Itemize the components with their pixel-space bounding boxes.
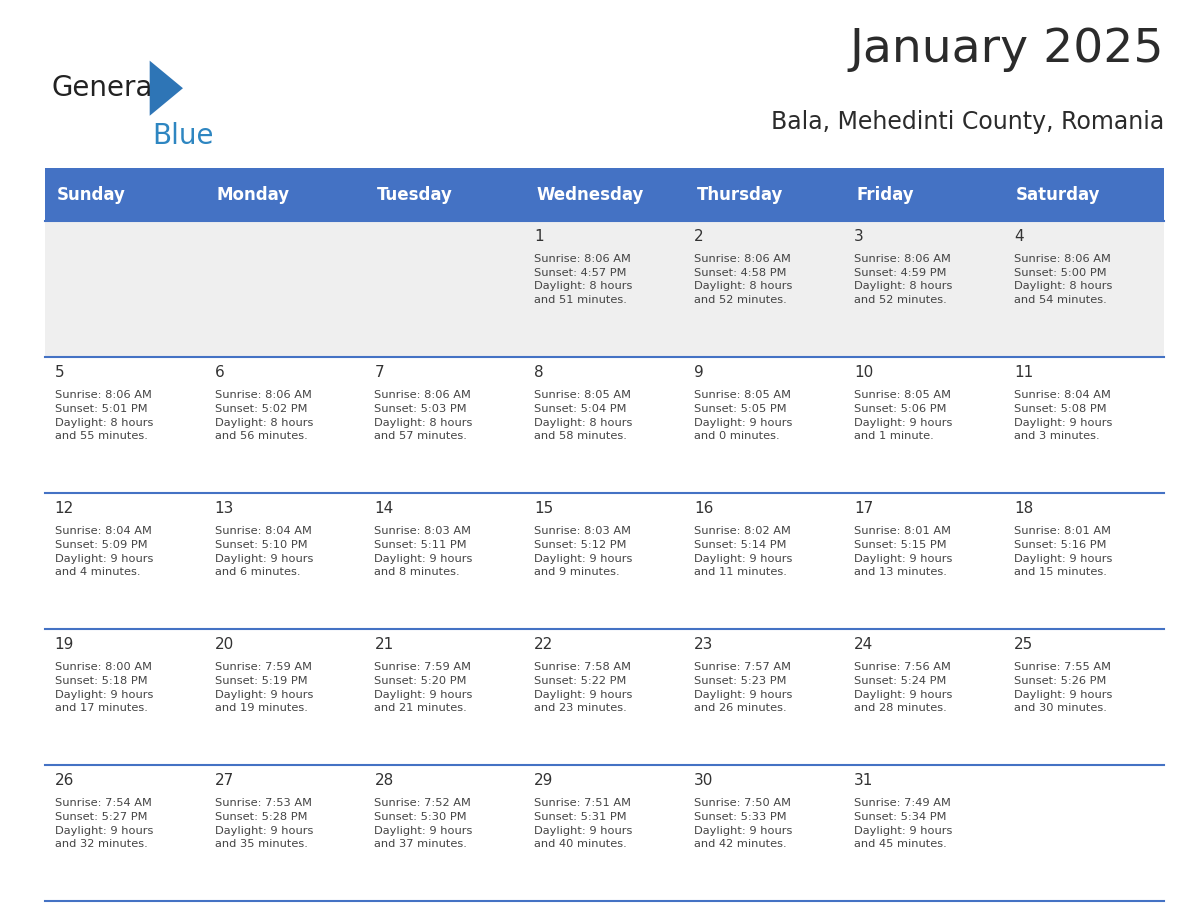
Bar <box>45 766 1164 901</box>
Bar <box>45 493 1164 630</box>
Text: Blue: Blue <box>152 122 214 150</box>
Text: Sunrise: 8:06 AM
Sunset: 5:00 PM
Daylight: 8 hours
and 54 minutes.: Sunrise: 8:06 AM Sunset: 5:00 PM Dayligh… <box>1013 254 1112 305</box>
Text: 14: 14 <box>374 500 393 516</box>
Text: Sunrise: 8:06 AM
Sunset: 5:03 PM
Daylight: 8 hours
and 57 minutes.: Sunrise: 8:06 AM Sunset: 5:03 PM Dayligh… <box>374 390 473 442</box>
Text: 20: 20 <box>215 637 234 652</box>
Text: 6: 6 <box>215 364 225 380</box>
Text: 1: 1 <box>535 229 544 243</box>
Text: 13: 13 <box>215 500 234 516</box>
Text: 21: 21 <box>374 637 393 652</box>
Text: 3: 3 <box>854 229 864 243</box>
Polygon shape <box>150 61 183 116</box>
Text: Bala, Mehedinti County, Romania: Bala, Mehedinti County, Romania <box>771 109 1164 134</box>
Text: 15: 15 <box>535 500 554 516</box>
Text: Sunrise: 8:05 AM
Sunset: 5:05 PM
Daylight: 9 hours
and 0 minutes.: Sunrise: 8:05 AM Sunset: 5:05 PM Dayligh… <box>694 390 792 442</box>
Text: 8: 8 <box>535 364 544 380</box>
Bar <box>45 168 1164 221</box>
Text: 27: 27 <box>215 773 234 788</box>
Text: Wednesday: Wednesday <box>537 185 644 204</box>
Text: Sunrise: 8:03 AM
Sunset: 5:11 PM
Daylight: 9 hours
and 8 minutes.: Sunrise: 8:03 AM Sunset: 5:11 PM Dayligh… <box>374 526 473 577</box>
Text: 24: 24 <box>854 637 873 652</box>
Text: Sunrise: 8:06 AM
Sunset: 4:58 PM
Daylight: 8 hours
and 52 minutes.: Sunrise: 8:06 AM Sunset: 4:58 PM Dayligh… <box>694 254 792 305</box>
Bar <box>45 630 1164 766</box>
Bar <box>45 221 1164 357</box>
Text: Sunrise: 8:05 AM
Sunset: 5:06 PM
Daylight: 9 hours
and 1 minute.: Sunrise: 8:05 AM Sunset: 5:06 PM Dayligh… <box>854 390 953 442</box>
Text: 10: 10 <box>854 364 873 380</box>
Text: Tuesday: Tuesday <box>377 185 453 204</box>
Text: Sunrise: 8:04 AM
Sunset: 5:10 PM
Daylight: 9 hours
and 6 minutes.: Sunrise: 8:04 AM Sunset: 5:10 PM Dayligh… <box>215 526 312 577</box>
Text: 4: 4 <box>1013 229 1024 243</box>
Text: 9: 9 <box>694 364 703 380</box>
Text: 11: 11 <box>1013 364 1034 380</box>
Text: Sunrise: 8:06 AM
Sunset: 4:57 PM
Daylight: 8 hours
and 51 minutes.: Sunrise: 8:06 AM Sunset: 4:57 PM Dayligh… <box>535 254 633 305</box>
Text: 18: 18 <box>1013 500 1034 516</box>
Text: Sunrise: 7:50 AM
Sunset: 5:33 PM
Daylight: 9 hours
and 42 minutes.: Sunrise: 7:50 AM Sunset: 5:33 PM Dayligh… <box>694 799 792 849</box>
Text: 28: 28 <box>374 773 393 788</box>
Text: 23: 23 <box>694 637 714 652</box>
Text: Sunrise: 8:01 AM
Sunset: 5:16 PM
Daylight: 9 hours
and 15 minutes.: Sunrise: 8:01 AM Sunset: 5:16 PM Dayligh… <box>1013 526 1112 577</box>
Text: Sunrise: 8:01 AM
Sunset: 5:15 PM
Daylight: 9 hours
and 13 minutes.: Sunrise: 8:01 AM Sunset: 5:15 PM Dayligh… <box>854 526 953 577</box>
Text: Sunrise: 7:52 AM
Sunset: 5:30 PM
Daylight: 9 hours
and 37 minutes.: Sunrise: 7:52 AM Sunset: 5:30 PM Dayligh… <box>374 799 473 849</box>
Text: Sunrise: 8:00 AM
Sunset: 5:18 PM
Daylight: 9 hours
and 17 minutes.: Sunrise: 8:00 AM Sunset: 5:18 PM Dayligh… <box>55 663 153 713</box>
Text: Sunrise: 8:02 AM
Sunset: 5:14 PM
Daylight: 9 hours
and 11 minutes.: Sunrise: 8:02 AM Sunset: 5:14 PM Dayligh… <box>694 526 792 577</box>
Text: Monday: Monday <box>217 185 290 204</box>
Text: 5: 5 <box>55 364 64 380</box>
Text: Sunrise: 8:04 AM
Sunset: 5:09 PM
Daylight: 9 hours
and 4 minutes.: Sunrise: 8:04 AM Sunset: 5:09 PM Dayligh… <box>55 526 153 577</box>
Text: 31: 31 <box>854 773 873 788</box>
Text: 26: 26 <box>55 773 74 788</box>
Text: Sunrise: 7:59 AM
Sunset: 5:19 PM
Daylight: 9 hours
and 19 minutes.: Sunrise: 7:59 AM Sunset: 5:19 PM Dayligh… <box>215 663 312 713</box>
Text: 2: 2 <box>694 229 703 243</box>
Text: 29: 29 <box>535 773 554 788</box>
Text: 7: 7 <box>374 364 384 380</box>
Text: Sunrise: 7:53 AM
Sunset: 5:28 PM
Daylight: 9 hours
and 35 minutes.: Sunrise: 7:53 AM Sunset: 5:28 PM Dayligh… <box>215 799 312 849</box>
Text: Sunrise: 7:59 AM
Sunset: 5:20 PM
Daylight: 9 hours
and 21 minutes.: Sunrise: 7:59 AM Sunset: 5:20 PM Dayligh… <box>374 663 473 713</box>
Text: General: General <box>51 74 160 102</box>
Bar <box>45 357 1164 493</box>
Text: 19: 19 <box>55 637 74 652</box>
Text: 12: 12 <box>55 500 74 516</box>
Text: Sunrise: 7:51 AM
Sunset: 5:31 PM
Daylight: 9 hours
and 40 minutes.: Sunrise: 7:51 AM Sunset: 5:31 PM Dayligh… <box>535 799 633 849</box>
Text: Sunrise: 8:06 AM
Sunset: 5:02 PM
Daylight: 8 hours
and 56 minutes.: Sunrise: 8:06 AM Sunset: 5:02 PM Dayligh… <box>215 390 312 442</box>
Text: Sunrise: 8:06 AM
Sunset: 4:59 PM
Daylight: 8 hours
and 52 minutes.: Sunrise: 8:06 AM Sunset: 4:59 PM Dayligh… <box>854 254 953 305</box>
Text: Sunrise: 7:54 AM
Sunset: 5:27 PM
Daylight: 9 hours
and 32 minutes.: Sunrise: 7:54 AM Sunset: 5:27 PM Dayligh… <box>55 799 153 849</box>
Text: Saturday: Saturday <box>1016 185 1101 204</box>
Text: Sunrise: 8:03 AM
Sunset: 5:12 PM
Daylight: 9 hours
and 9 minutes.: Sunrise: 8:03 AM Sunset: 5:12 PM Dayligh… <box>535 526 633 577</box>
Text: 25: 25 <box>1013 637 1034 652</box>
Text: Sunrise: 7:49 AM
Sunset: 5:34 PM
Daylight: 9 hours
and 45 minutes.: Sunrise: 7:49 AM Sunset: 5:34 PM Dayligh… <box>854 799 953 849</box>
Text: Sunrise: 7:58 AM
Sunset: 5:22 PM
Daylight: 9 hours
and 23 minutes.: Sunrise: 7:58 AM Sunset: 5:22 PM Dayligh… <box>535 663 633 713</box>
Text: 30: 30 <box>694 773 714 788</box>
Text: Sunrise: 8:04 AM
Sunset: 5:08 PM
Daylight: 9 hours
and 3 minutes.: Sunrise: 8:04 AM Sunset: 5:08 PM Dayligh… <box>1013 390 1112 442</box>
Text: Sunrise: 8:06 AM
Sunset: 5:01 PM
Daylight: 8 hours
and 55 minutes.: Sunrise: 8:06 AM Sunset: 5:01 PM Dayligh… <box>55 390 153 442</box>
Text: January 2025: January 2025 <box>849 27 1164 72</box>
Text: Sunrise: 7:55 AM
Sunset: 5:26 PM
Daylight: 9 hours
and 30 minutes.: Sunrise: 7:55 AM Sunset: 5:26 PM Dayligh… <box>1013 663 1112 713</box>
Text: Sunrise: 7:56 AM
Sunset: 5:24 PM
Daylight: 9 hours
and 28 minutes.: Sunrise: 7:56 AM Sunset: 5:24 PM Dayligh… <box>854 663 953 713</box>
Text: 22: 22 <box>535 637 554 652</box>
Text: Sunday: Sunday <box>57 185 126 204</box>
Text: Thursday: Thursday <box>696 185 783 204</box>
Text: Sunrise: 7:57 AM
Sunset: 5:23 PM
Daylight: 9 hours
and 26 minutes.: Sunrise: 7:57 AM Sunset: 5:23 PM Dayligh… <box>694 663 792 713</box>
Text: Friday: Friday <box>857 185 914 204</box>
Text: Sunrise: 8:05 AM
Sunset: 5:04 PM
Daylight: 8 hours
and 58 minutes.: Sunrise: 8:05 AM Sunset: 5:04 PM Dayligh… <box>535 390 633 442</box>
Text: 17: 17 <box>854 500 873 516</box>
Text: 16: 16 <box>694 500 714 516</box>
